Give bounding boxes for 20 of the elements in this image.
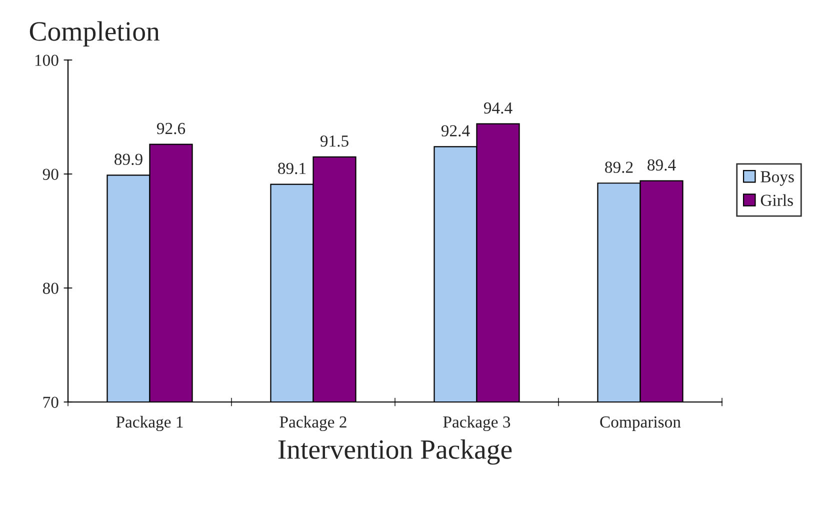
- chart-title: Completion: [30, 21, 160, 46]
- x-tick-label: Package 2: [280, 416, 346, 432]
- y-tick-label: 70: [43, 396, 58, 408]
- data-label: 89.1: [278, 162, 306, 174]
- legend-label: Boys: [760, 171, 794, 186]
- data-label: 89.4: [648, 159, 676, 171]
- x-axis-title: Intervention Package: [278, 439, 512, 465]
- y-tick-label: 90: [42, 168, 58, 180]
- data-label: 94.4: [484, 102, 512, 114]
- x-tick-label: Package 3: [443, 416, 510, 432]
- x-tick-label: Package 1: [116, 416, 183, 432]
- data-label: 91.5: [320, 135, 348, 147]
- data-label: 89.9: [114, 154, 142, 165]
- legend-label: Girls: [760, 194, 793, 206]
- data-label: 92.4: [441, 125, 470, 136]
- data-label: 92.6: [156, 122, 186, 134]
- y-tick-label: 100: [35, 54, 58, 66]
- y-tick-label: 80: [42, 282, 58, 294]
- data-label: 89.2: [605, 162, 633, 173]
- x-tick-label: Comparison: [600, 416, 681, 432]
